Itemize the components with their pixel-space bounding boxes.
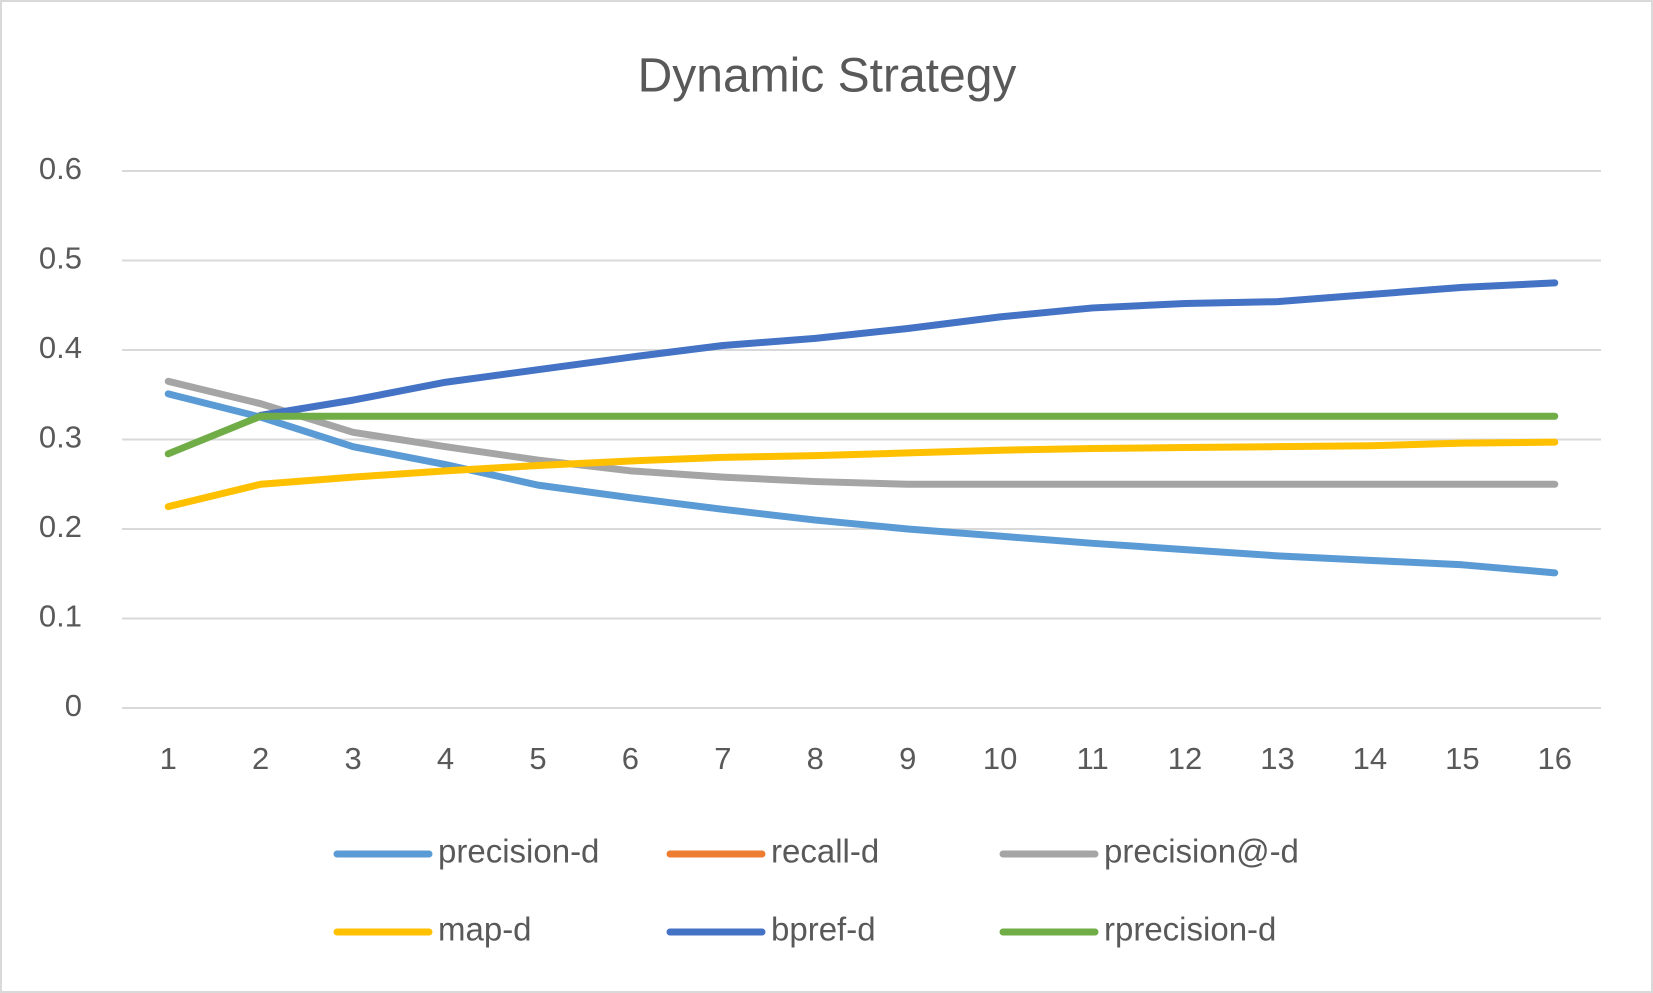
x-tick-label: 3	[344, 741, 361, 776]
y-tick-label: 0.1	[39, 599, 82, 634]
x-tick-label: 14	[1353, 741, 1387, 776]
series-line	[164, 377, 1559, 488]
x-tick-label: 12	[1168, 741, 1202, 776]
legend-label: recall-d	[771, 833, 879, 870]
legend-label: map-d	[438, 911, 532, 948]
legend-label: precision-d	[438, 833, 599, 870]
series-line	[164, 438, 1559, 511]
y-tick-label: 0.5	[39, 241, 82, 276]
x-tick-label: 11	[1077, 741, 1109, 776]
y-tick-label: 0.4	[39, 330, 82, 365]
x-tick-label: 1	[160, 741, 177, 776]
y-tick-label: 0	[65, 688, 82, 723]
chart-title: Dynamic Strategy	[638, 50, 1017, 103]
series-line	[164, 412, 1559, 458]
x-tick-label: 5	[529, 741, 546, 776]
x-tick-label: 16	[1538, 741, 1572, 776]
x-tick-label: 10	[983, 741, 1017, 776]
legend-label: rprecision-d	[1104, 911, 1276, 948]
x-tick-label: 2	[252, 741, 269, 776]
x-tick-label: 8	[807, 741, 824, 776]
x-tick-label: 13	[1260, 741, 1294, 776]
series-line	[164, 390, 1559, 577]
x-tick-label: 9	[899, 741, 916, 776]
x-tick-label: 7	[714, 741, 731, 776]
x-tick-label: 15	[1445, 741, 1479, 776]
x-tick-label: 4	[437, 741, 454, 776]
legend-label: bpref-d	[771, 911, 876, 948]
series-line	[257, 279, 1559, 419]
legend-label: precision@-d	[1104, 833, 1299, 870]
y-tick-label: 0.3	[39, 420, 82, 455]
y-tick-label: 0.6	[39, 151, 82, 186]
y-tick-label: 0.2	[39, 509, 82, 544]
x-tick-label: 6	[622, 741, 639, 776]
